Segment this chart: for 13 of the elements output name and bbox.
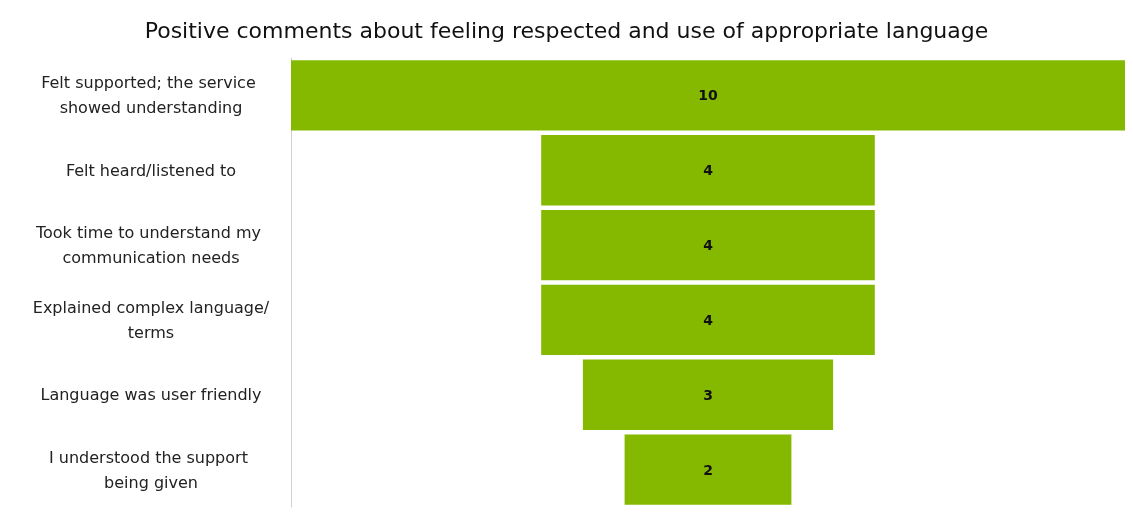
category-label: Felt heard/listened to	[65, 160, 237, 180]
data-label: 10	[698, 87, 718, 104]
category-label: Felt supported; the service showed understanding	[41, 73, 261, 118]
data-label: 4	[703, 162, 714, 179]
text: Positive comments about feeling respected and use of appropriate language	[144, 17, 989, 43]
data-label: 3	[703, 386, 713, 403]
category-label: Explained complex language/terms	[32, 297, 270, 342]
category-label: I understood the support being given	[49, 447, 253, 492]
category-label: Language was user friendly	[40, 385, 262, 405]
data-label: 4	[703, 237, 714, 254]
data-label: 4	[703, 311, 714, 328]
data-label: 2	[703, 461, 713, 478]
category-label: Took time to understand my communication needs	[34, 223, 267, 268]
